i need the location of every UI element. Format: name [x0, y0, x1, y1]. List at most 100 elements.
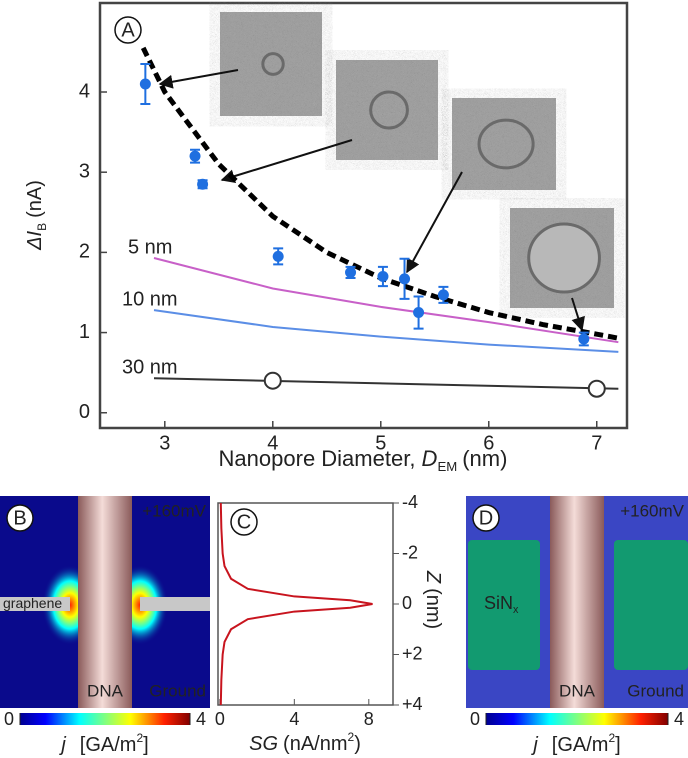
data-point [345, 266, 357, 278]
model-line [153, 377, 619, 390]
y-axis-label-part: ΔI [24, 230, 46, 250]
data-point [139, 78, 151, 90]
y-tick-label: 4 [79, 80, 90, 102]
profile-line [219, 502, 373, 706]
dna-rod [550, 496, 604, 708]
colorbar-label-part: j [58, 734, 66, 756]
graphene-sheet [140, 597, 210, 611]
colorbar-label-part: [GA/m [80, 734, 137, 756]
y-tick-label: +2 [402, 643, 423, 663]
dna-rod [78, 496, 132, 708]
x-axis-label-part: EM [437, 459, 457, 474]
x-tick-label: 0 [215, 709, 225, 729]
y-tick-label: 2 [79, 241, 90, 263]
data-point [377, 270, 389, 282]
x-axis-label-part: (nA/nm [283, 733, 347, 755]
y-tick-label: +4 [402, 694, 423, 714]
tem-noise [220, 12, 322, 116]
x-axis-label-part: ) [354, 733, 361, 755]
y-tick-label: 1 [79, 321, 90, 343]
y-tick-label: 3 [79, 160, 90, 182]
ground-label: Ground [627, 681, 684, 700]
panel-label: D [479, 507, 493, 529]
x-tick-label: 5 [375, 432, 386, 454]
ground-label: Ground [149, 681, 206, 700]
x-tick-label: 8 [364, 709, 374, 729]
colorbar-label-part: ] [143, 734, 149, 756]
tem-noise [452, 98, 556, 190]
arrow [406, 171, 463, 274]
x-axis-label-part: (nm) [462, 446, 507, 471]
x-axis-label-part: SG [249, 733, 278, 755]
panel-label: B [13, 507, 26, 529]
voltage-label: +160mV [620, 501, 684, 520]
pore-outline [369, 90, 409, 130]
colorbar-label-part: 2 [136, 731, 143, 745]
x-tick-label: 6 [483, 432, 494, 454]
arrow [571, 297, 585, 332]
x-tick-label: 4 [267, 432, 278, 454]
membrane [614, 540, 688, 670]
plot-frame [98, 1, 629, 430]
colorbar-label-part: j [530, 734, 538, 756]
colorbar-label-part: [GA/m [552, 734, 609, 756]
y-tick-label: -2 [402, 542, 418, 562]
material-label-part: graphene [3, 595, 62, 611]
panel-label: A [121, 19, 135, 41]
data-point [413, 307, 425, 319]
data-point [437, 289, 449, 301]
colorbar-label: j [GA/m2] [530, 731, 620, 756]
panel-label: C [237, 511, 251, 533]
graphene-sheet [0, 597, 70, 611]
material-label-part: SiN [484, 593, 513, 613]
colorbar-tick-label: 4 [674, 709, 684, 729]
colorbar-label: j [GA/m2] [58, 731, 148, 756]
pore-outline [261, 52, 285, 76]
arrow [158, 69, 239, 89]
x-tick-label: 3 [159, 432, 170, 454]
x-axis-label-part: Nanopore Diameter, [219, 446, 422, 471]
y-tick-label: 0 [79, 401, 90, 423]
material-label: SiNx [484, 593, 519, 616]
x-tick-label: 4 [289, 709, 299, 729]
model-line [153, 309, 619, 353]
colorbar-tick-label: 4 [196, 709, 206, 729]
colorbar-label-part: ] [615, 734, 621, 756]
data-point [189, 150, 201, 162]
x-tick-label: 7 [591, 432, 602, 454]
x-axis-label: SG (nA/nm2) [249, 730, 361, 755]
voltage-label: +160mV [142, 501, 206, 520]
y-axis-label: Z (nm) [422, 570, 444, 629]
tem-noise [336, 60, 438, 160]
material-label-part: x [513, 604, 519, 616]
colorbar-tick-label: 0 [4, 709, 14, 729]
y-axis-label-part: (nA) [24, 180, 46, 218]
open-marker [587, 379, 606, 398]
plot-frame [217, 502, 394, 706]
material-label: graphene [3, 595, 62, 611]
panel-badge [114, 16, 142, 44]
y-axis-label-part: B [35, 223, 49, 231]
model-line [153, 257, 619, 344]
series-label: 30 nm [122, 356, 178, 378]
y-tick-label: -4 [402, 492, 418, 512]
arrow [220, 139, 353, 183]
y-axis-label-part: (nm) [422, 588, 444, 629]
panel-badge [230, 508, 258, 536]
y-axis-label: ΔIB (nA) [24, 180, 49, 251]
series-label: 5 nm [128, 236, 172, 258]
x-axis-label-part: 2 [348, 730, 355, 744]
pore-outline [477, 118, 535, 170]
data-point [578, 333, 590, 345]
open-marker [263, 371, 282, 390]
data-point [197, 178, 209, 190]
data-point [399, 273, 411, 285]
colorbar [20, 713, 190, 725]
pore-outline [527, 222, 601, 294]
x-axis-label: Nanopore Diameter, DEM (nm) [219, 446, 508, 474]
y-tick-label: 0 [402, 593, 412, 613]
dna-label: DNA [559, 681, 596, 700]
y-axis-label-part: Z [422, 570, 444, 584]
panel-badge [472, 504, 500, 532]
